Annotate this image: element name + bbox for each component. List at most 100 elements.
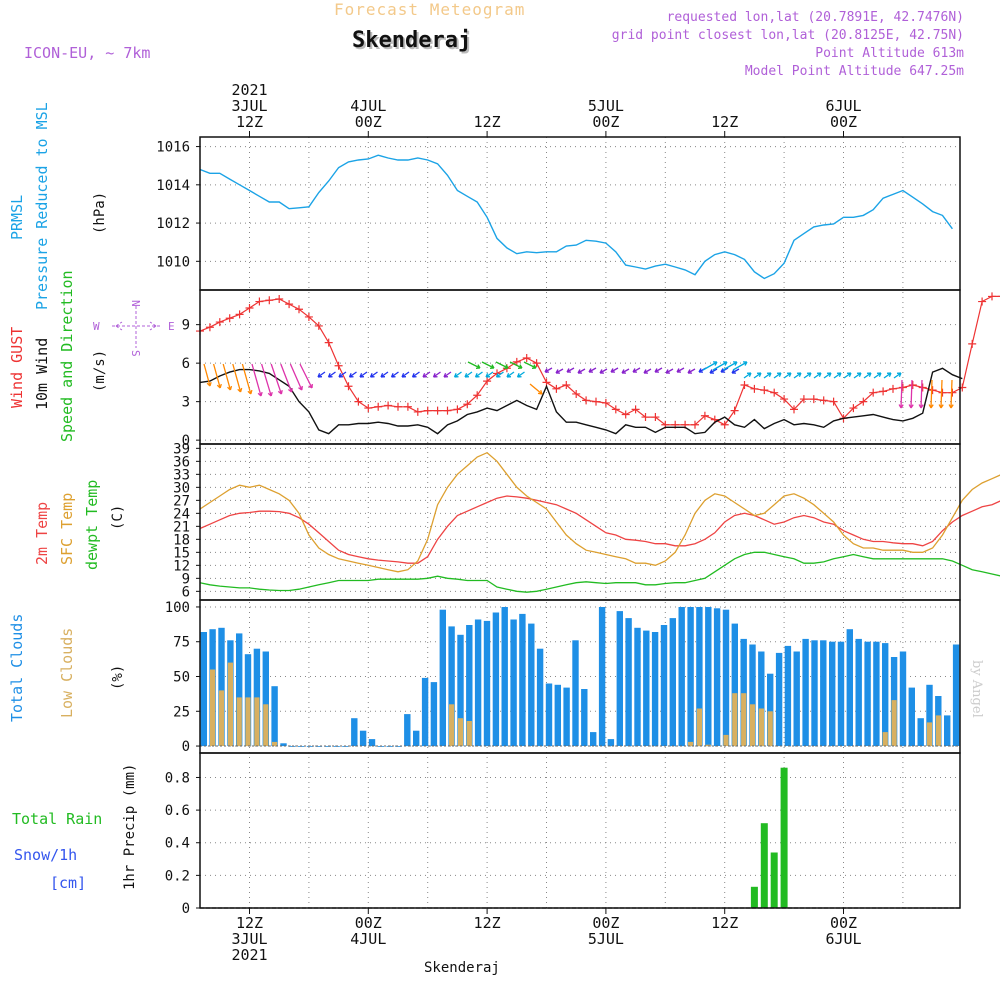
- panel-frame: [199, 136, 961, 291]
- gust-marker: [552, 384, 561, 393]
- y-tick-label: 100: [165, 600, 190, 616]
- wind-direction-arrow: [948, 379, 954, 409]
- low-cloud-bar: [449, 704, 455, 746]
- gust-marker: [205, 323, 214, 332]
- total-cloud-bar: [669, 618, 676, 747]
- gust-marker: [235, 310, 244, 319]
- wind-direction-arrow: [720, 367, 729, 373]
- rain-bar: [760, 823, 768, 908]
- wind-direction-arrow: [481, 361, 495, 369]
- x-label-bottom: 2021: [231, 946, 267, 964]
- y-tick-label: 0.4: [165, 836, 190, 852]
- gust-marker: [968, 339, 977, 348]
- gust-marker: [780, 395, 789, 404]
- y-tick-label: 75: [173, 635, 190, 651]
- pressure-line: [199, 154, 953, 280]
- total-cloud-bar: [837, 641, 845, 746]
- compass-s: S: [129, 350, 142, 357]
- wind-direction-arrow: [813, 372, 822, 379]
- total-cloud-bar: [457, 634, 464, 747]
- compass-w: W: [93, 320, 100, 333]
- y-tick-label: 0.2: [165, 868, 190, 884]
- gust-marker: [364, 404, 373, 413]
- gust-marker: [859, 397, 868, 406]
- wind-direction-arrow: [898, 379, 904, 409]
- compass-cross: [112, 306, 160, 348]
- grid-point-coordinates: grid point closest lon,lat (20.8125E, 42…: [611, 28, 964, 43]
- total-cloud-bar: [581, 689, 588, 746]
- temp-2m-line: [199, 495, 1000, 564]
- wind-direction-arrow: [722, 361, 738, 371]
- y-tick-label: 50: [173, 670, 190, 686]
- gust-marker: [532, 359, 541, 368]
- panel-frame: [199, 752, 961, 909]
- low-cloud-bar: [926, 722, 933, 746]
- y-tick-label: 0.8: [165, 770, 190, 786]
- precip-labels: Total Rain Snow/1h [cm] 1hr Precip (mm): [12, 764, 138, 892]
- x-label-bottom: 00Z: [830, 914, 857, 932]
- total-cloud-bar: [483, 620, 491, 747]
- wind-direction-arrow: [411, 371, 420, 378]
- temp-label-dewpt: dewpt Temp: [83, 480, 101, 570]
- x-label-top: 6JUL: [825, 97, 861, 115]
- gust-marker: [285, 300, 294, 309]
- total-cloud-bar: [687, 607, 694, 747]
- total-cloud-bar: [501, 607, 508, 747]
- wind-direction-arrow: [222, 363, 233, 391]
- gust-marker: [978, 297, 987, 306]
- gust-marker: [621, 410, 630, 419]
- total-cloud-bar: [908, 687, 915, 746]
- gust-marker: [908, 380, 917, 389]
- pressure-labels: PRMSL Pressure Reduced to MSL (hPa): [8, 102, 108, 310]
- low-cloud-bar: [263, 704, 269, 746]
- compass-n: N: [129, 300, 142, 307]
- y-tick-label: 9: [182, 318, 190, 334]
- wind-direction-arrow: [390, 371, 399, 378]
- total-cloud-bar: [740, 638, 747, 746]
- gust-marker: [988, 292, 996, 301]
- total-cloud-bar: [855, 638, 862, 746]
- wind-direction-arrow: [773, 372, 782, 379]
- y-tick-label: 6: [182, 584, 190, 600]
- wind-direction-arrow: [270, 363, 283, 395]
- total-cloud-bar: [616, 611, 623, 746]
- wind-direction-arrow: [260, 363, 273, 397]
- wind-direction-arrow: [555, 368, 564, 374]
- y-tick-label: 9: [182, 571, 190, 587]
- wind-direction-arrow: [908, 379, 914, 409]
- total-cloud-bar: [236, 633, 243, 747]
- total-cloud-bar: [359, 730, 367, 746]
- wind-direction-arrow: [474, 371, 483, 378]
- y-tick-label: 15: [173, 545, 190, 561]
- precip-label-cm: [cm]: [50, 874, 86, 892]
- x-label-top: 5JUL: [588, 97, 624, 115]
- wind-unit: (m/s): [92, 350, 108, 392]
- low-cloud-bar: [236, 697, 242, 747]
- total-cloud-bar: [271, 686, 278, 746]
- wind-direction-arrow: [232, 363, 243, 393]
- total-cloud-bar: [722, 609, 730, 746]
- total-cloud-bar: [643, 630, 650, 746]
- gust-marker: [819, 396, 828, 405]
- wind-direction-arrow: [432, 371, 441, 378]
- total-cloud-bar: [528, 623, 535, 746]
- total-cloud-bar: [563, 687, 570, 746]
- gust-marker: [938, 388, 947, 397]
- gust-marker: [889, 384, 897, 393]
- gust-marker: [403, 402, 412, 411]
- total-cloud-bar: [802, 638, 809, 746]
- wind-label-direction: Speed and Direction: [58, 270, 76, 442]
- total-cloud-bar: [793, 651, 800, 747]
- wind-direction-arrow: [380, 371, 389, 378]
- wind-direction-arrow: [803, 372, 812, 379]
- wind-direction-arrow: [843, 372, 852, 379]
- gust-marker: [601, 398, 610, 407]
- wind-direction-arrow: [763, 372, 772, 379]
- low-cloud-bar: [749, 704, 756, 746]
- total-cloud-bar: [413, 730, 420, 746]
- total-cloud-bar: [590, 732, 597, 746]
- gust-marker: [473, 391, 482, 400]
- x-label-bottom: 12Z: [236, 914, 263, 932]
- total-cloud-bar: [572, 640, 579, 746]
- gust-marker: [314, 321, 323, 330]
